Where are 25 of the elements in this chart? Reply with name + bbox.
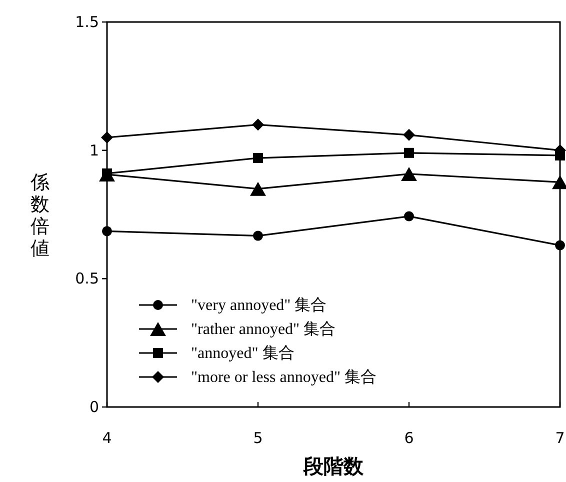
y-tick-label: 0.5 <box>75 270 99 288</box>
point <box>250 182 266 196</box>
x-tick-label: 6 <box>404 429 414 447</box>
point <box>404 211 414 222</box>
legend-label: "more or less annoyed" 集合 <box>191 368 376 386</box>
point <box>401 166 417 181</box>
legend-label: "annoyed" 集合 <box>191 344 294 362</box>
legend-label: "rather annoyed" 集合 <box>191 320 336 338</box>
point <box>555 240 565 250</box>
x-axis-title: 段階数 <box>302 454 364 478</box>
point <box>404 148 414 158</box>
point <box>252 118 264 131</box>
y-tick-label: 1.5 <box>75 13 99 31</box>
x-tick-label: 5 <box>253 429 263 447</box>
y-tick-label: 1 <box>89 141 99 160</box>
point <box>253 153 263 164</box>
point <box>102 226 112 236</box>
x-tick-label: 7 <box>555 429 565 447</box>
y-tick-label: 0 <box>89 398 99 416</box>
point <box>253 230 263 241</box>
legend-label: "very annoyed" 集合 <box>191 296 327 314</box>
point <box>403 128 415 141</box>
x-tick-label: 4 <box>102 429 112 447</box>
y-axis-title: 係数倍値 <box>30 172 50 260</box>
point <box>101 132 113 144</box>
